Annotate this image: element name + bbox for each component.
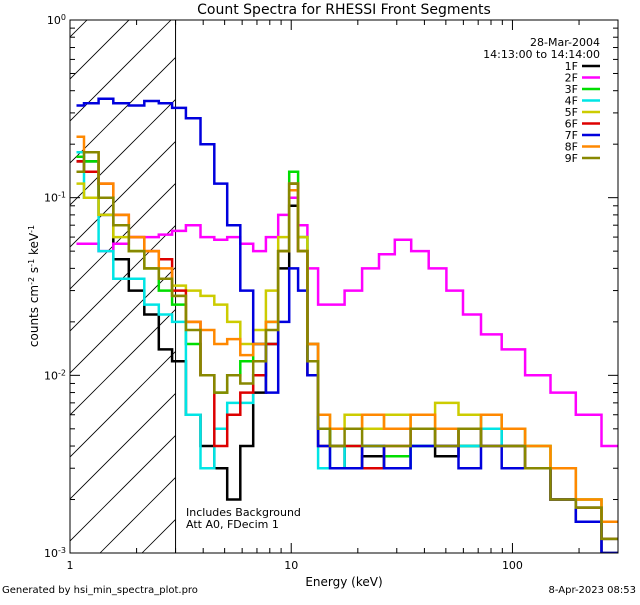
legend-label-5F: 5F [565,106,578,119]
legend-label-2F: 2F [565,72,578,85]
x-tick-label-2: 100 [502,559,523,572]
x-tick-label-0: 1 [67,559,74,572]
legend-label-1F: 1F [565,60,578,73]
x-tick-label-1: 10 [284,559,298,572]
legend-label-6F: 6F [565,118,578,131]
legend-label-8F: 8F [565,141,578,154]
legend-label-9F: 9F [565,152,578,165]
series-line-7F [76,97,618,553]
legend-label-7F: 7F [565,129,578,142]
y-axis-label-sup-1: -2 [27,277,36,285]
y-axis-label-sup-3: -1 [27,225,36,233]
annotation-note-1: Includes Background [186,506,301,519]
footer-timestamp: 8-Apr-2023 08:53 [548,585,636,596]
y-tick-label-2: 10-2 [44,368,66,383]
footer-generated-by: Generated by hsi_min_spectra_plot.pro [2,585,198,596]
annotation-note-2: Att A0, FDecim 1 [186,518,279,531]
legend-label-3F: 3F [565,83,578,96]
x-axis-label: Energy (keV) [305,575,382,589]
plot-frame [69,19,619,554]
axes [69,20,619,554]
y-tick-label-3: 10-3 [44,546,66,561]
tick-labels: 1 10 100 100 10-1 10-2 10-3 [44,13,523,573]
y-axis-label-part-kev: keV [27,232,41,259]
y-axis-label-part-s: s [27,267,41,277]
annotation-date: 28-Mar-2004 [530,36,600,49]
chart-title: Count Spectra for RHESSI Front Segments [197,2,491,18]
y-axis-label: counts cm-2 s-1 keV-1 [27,225,42,347]
annotation-time-range: 14:13:00 to 14:14:00 [483,48,600,61]
y-axis-label-part-counts: counts cm [27,285,41,347]
hatched-region [70,20,177,553]
y-axis-label-sup-2: -1 [27,259,36,267]
series-layer [76,97,618,553]
y-tick-label-0: 100 [47,13,66,28]
series-line-2F [76,196,618,448]
hatch-lines [70,20,176,553]
svg-text:counts cm-2 s-1 keV-1: counts cm-2 s-1 keV-1 [27,225,42,347]
series-line-9F [76,151,618,541]
y-tick-label-1: 10-1 [44,190,66,205]
legend-label-4F: 4F [565,95,578,108]
